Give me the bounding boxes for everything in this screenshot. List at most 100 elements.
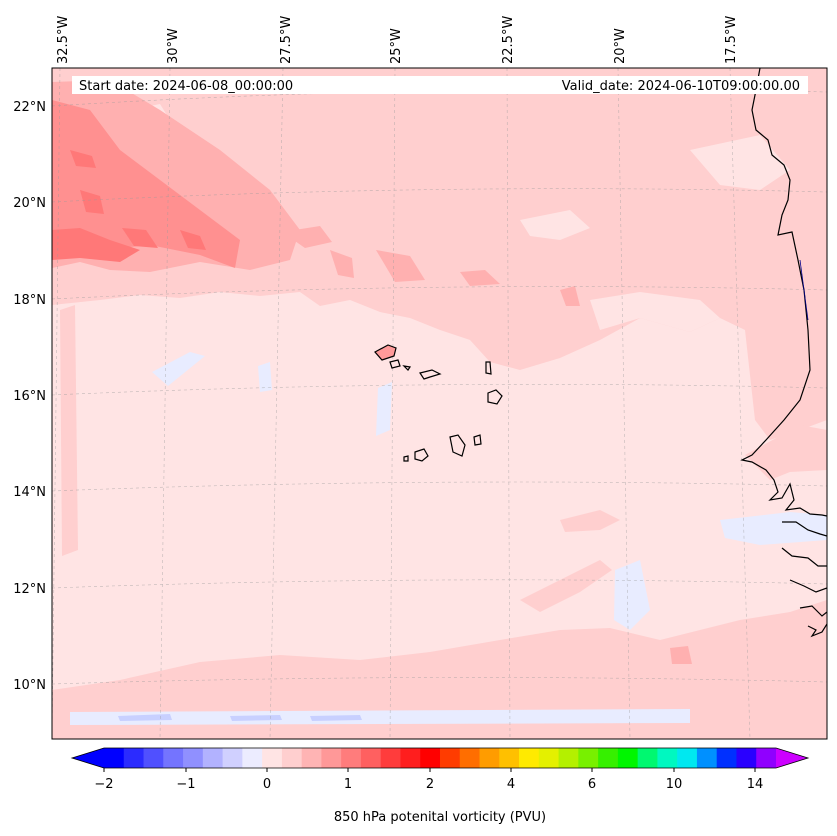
pv-contour-blue-strip — [118, 714, 362, 721]
colorbar-segment — [341, 748, 362, 768]
colorbar-segment — [242, 748, 263, 768]
colorbar-segment — [380, 748, 402, 768]
meridian — [729, 68, 751, 739]
lon-label: 27.5°W — [279, 16, 294, 64]
colorbar-segment — [143, 748, 164, 768]
colorbar-segment — [538, 748, 560, 768]
colorbar-segment — [123, 748, 145, 768]
meridian — [159, 68, 171, 739]
map-frame — [51, 67, 828, 740]
graticule — [52, 68, 827, 739]
lat-label: 20°N — [13, 196, 46, 211]
pv-contour-red-streak — [122, 228, 158, 248]
pv-contour-red-streak — [80, 190, 104, 214]
colorbar-tick-label: 14 — [747, 777, 764, 792]
colorbar-tick-label: −2 — [94, 777, 113, 792]
pv-contour-light-blue — [376, 382, 392, 436]
pv-contour-light-pink-south — [52, 600, 827, 739]
lon-label: 30°W — [166, 28, 181, 64]
pv-contour-mid-pink — [376, 250, 425, 282]
island-boa-vista — [487, 389, 503, 405]
island-maio — [473, 434, 482, 446]
pv-contour-light-blue-strip — [70, 709, 690, 725]
pv-contour-mid-pink — [330, 250, 354, 278]
island-fogo — [414, 448, 429, 462]
pv-contour-light-blue — [614, 560, 650, 630]
meridian — [52, 68, 61, 739]
colorbar-tick-label: 0 — [263, 777, 271, 792]
lat-label: 22°N — [13, 100, 46, 115]
colorbar-segment — [222, 748, 243, 768]
island-sao-vicente — [389, 359, 401, 369]
colorbar-segment — [321, 748, 342, 768]
lon-label: 20°W — [613, 28, 628, 64]
lat-label: 18°N — [13, 293, 46, 308]
island-santiago — [449, 434, 466, 457]
colorbar-segment — [617, 748, 639, 768]
island-santo-antao — [374, 344, 397, 361]
colorbar-segment — [459, 748, 481, 768]
lat-label: 14°N — [13, 485, 46, 500]
pv-contour-light-pink-coast — [745, 425, 827, 480]
colorbar-segment — [716, 748, 738, 768]
colorbar-segment — [696, 748, 718, 768]
map-panel: Start date: 2024-06-08_00:00:00 Valid_da… — [52, 68, 827, 739]
colorbar-segment — [202, 748, 224, 768]
colorbar-tick-label: 1 — [344, 777, 352, 792]
pv-contour-pale-patch — [520, 210, 590, 240]
pv-contour-pale-patch — [690, 135, 790, 190]
latitude-labels: 22°N 20°N 18°N 16°N 14°N 12°N 10°N — [13, 100, 46, 693]
parallel — [52, 384, 827, 396]
pv-contour-mid-pink — [460, 270, 500, 286]
colorbar-tick-label: −1 — [176, 777, 195, 792]
colorbar-segment — [281, 748, 303, 768]
colorbar-segment — [657, 748, 678, 768]
colorbar-segment — [519, 748, 540, 768]
lat-label: 16°N — [13, 389, 46, 404]
pv-contour-light-pink-south — [520, 560, 612, 612]
colorbar-segment — [637, 748, 659, 768]
pv-contour-red-streak — [52, 228, 140, 262]
colorbar-segment — [262, 748, 283, 768]
parallel — [52, 188, 827, 203]
island-brava — [403, 455, 409, 462]
lon-label: 25°W — [389, 28, 404, 64]
colorbar-segment — [104, 748, 125, 768]
pv-contour-light-pink-north — [52, 68, 827, 440]
pv-contour-light-blue — [258, 362, 272, 392]
colorbar-tick-label: 10 — [666, 777, 683, 792]
african-coastline — [740, 68, 827, 638]
colorbar-segment — [479, 748, 500, 768]
lon-label: 22.5°W — [501, 16, 516, 64]
meridian — [617, 68, 631, 739]
lat-label: 10°N — [13, 678, 46, 693]
colorbar-segment — [736, 748, 757, 768]
colorbar-segment — [400, 748, 421, 768]
colorbar-segment — [499, 748, 520, 768]
parallel — [52, 286, 827, 300]
pv-contour-light-blue — [720, 512, 827, 545]
colorbar-segment — [558, 748, 579, 768]
meridian — [389, 68, 396, 739]
annotation-box — [72, 76, 808, 94]
meridian — [269, 68, 284, 739]
pv-contour-mid-pink-south — [670, 646, 692, 664]
lon-label: 17.5°W — [724, 16, 739, 64]
parallel — [52, 579, 827, 589]
pv-contour-mid-pink — [282, 226, 332, 248]
colorbar: −2 −1 0 1 2 4 6 10 14 850 hPa potenital … — [70, 747, 810, 825]
coastline-interior-line — [799, 259, 809, 321]
colorbar-segment — [756, 748, 777, 768]
colorbar-segment — [578, 748, 599, 768]
colorbar-segment — [360, 748, 382, 768]
parallel — [52, 481, 827, 492]
colorbar-segment — [183, 748, 204, 768]
pv-contour-red-streak — [180, 230, 206, 250]
colorbar-title: 850 hPa potenital vorticity (PVU) — [334, 810, 546, 825]
colorbar-segment — [440, 748, 461, 768]
colorbar-ticks — [103, 768, 756, 772]
colorbar-segment — [598, 748, 619, 768]
lat-label: 12°N — [13, 582, 46, 597]
pv-contour-light-pink-mid — [560, 510, 620, 532]
